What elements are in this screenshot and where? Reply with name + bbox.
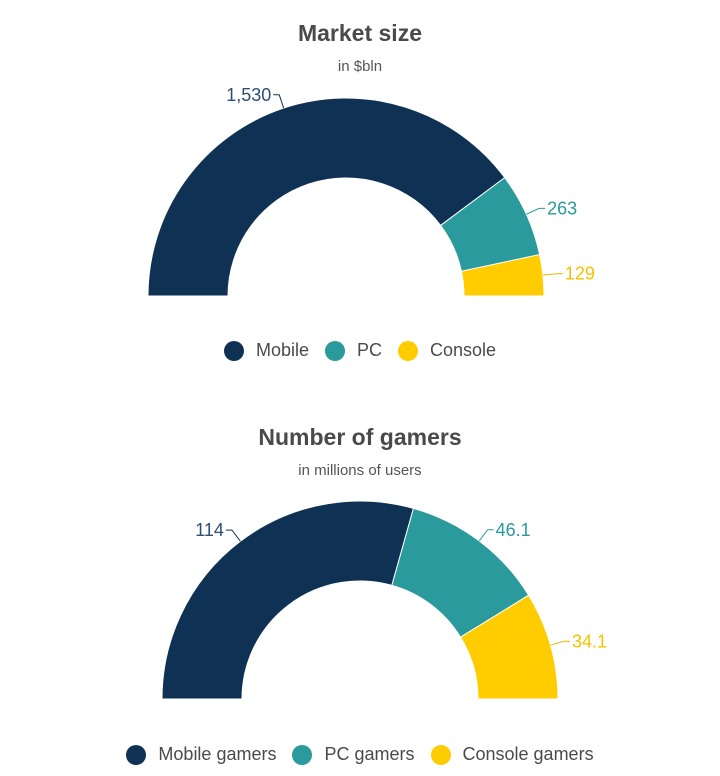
legend-label: Console <box>430 340 497 360</box>
data-label: 263 <box>547 198 577 218</box>
legend-dot-icon <box>223 340 244 361</box>
data-label: 129 <box>565 264 595 284</box>
chart-2-title: Number of gamers <box>258 424 462 450</box>
chart-2-semi-donut: 114 46.1 34.1 <box>161 500 607 700</box>
slice-mobile-gamers[interactable] <box>161 500 415 700</box>
chart-1-legend: Mobile PC Console <box>0 340 720 361</box>
legend-dot-icon <box>324 340 345 361</box>
slice-console-gamers[interactable] <box>459 594 559 700</box>
legend-dot-icon <box>126 744 147 765</box>
legend-dot-icon <box>292 744 313 765</box>
data-label: 1,530 <box>226 85 271 105</box>
legend-item[interactable]: Console gamers <box>430 744 594 765</box>
legend-dot-icon <box>430 744 451 765</box>
data-label: 46.1 <box>496 520 531 540</box>
chart-1-title: Market size <box>297 20 422 46</box>
legend-item[interactable]: Mobile gamers <box>126 744 276 765</box>
legend-item[interactable]: PC gamers <box>292 744 415 765</box>
chart-2-legend: Mobile gamers PC gamers Console gamers <box>0 744 720 765</box>
legend-label: Mobile <box>255 340 309 360</box>
legend-item[interactable]: PC <box>324 340 382 361</box>
leader-line <box>273 94 285 109</box>
legend-item[interactable]: Mobile <box>223 340 309 361</box>
leader-line <box>478 529 494 542</box>
legend-dot-icon <box>398 340 418 361</box>
leader-line <box>542 273 563 276</box>
data-label: 114 <box>195 520 224 540</box>
chart-1-subtitle: in $bln <box>337 58 383 75</box>
slice-mobile[interactable] <box>147 97 506 297</box>
legend-label: PC <box>356 340 382 360</box>
legend-item[interactable]: Console <box>398 340 496 361</box>
data-label: 34.1 <box>572 631 607 651</box>
leader-line <box>526 207 546 215</box>
chart-2-subtitle: in millions of users <box>298 462 422 479</box>
legend-label: Console gamers <box>462 744 594 764</box>
slice-console[interactable] <box>460 253 545 297</box>
legend-label: PC gamers <box>324 744 415 764</box>
chart-1-semi-donut: 1,530 263 129 <box>147 85 595 297</box>
leader-line <box>225 529 241 542</box>
leader-line <box>550 640 570 646</box>
legend-label: Mobile gamers <box>158 744 277 764</box>
